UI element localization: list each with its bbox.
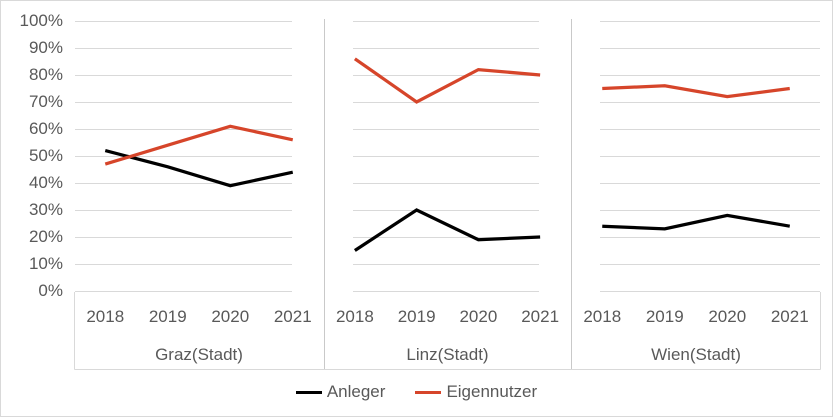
series-line-anleger <box>602 213 791 231</box>
legend-label-eigennutzer: Eigennutzer <box>446 382 538 401</box>
y-axis-tick-label: 20% <box>28 227 63 246</box>
series-line-eigennutzer <box>602 84 790 99</box>
y-axis-tick-label: 60% <box>28 119 63 138</box>
y-axis-tick-label: 30% <box>28 200 63 219</box>
eigennutzer-line-swatch-icon <box>415 390 442 394</box>
y-axis-tick-label: 90% <box>28 38 63 57</box>
y-axis-tick-label: 80% <box>28 65 63 84</box>
legend-item-anleger: Anleger <box>295 382 386 402</box>
y-axis-tick-label: 100% <box>19 11 63 30</box>
y-axis-tick-label: 0% <box>38 281 63 300</box>
series-line-anleger <box>104 149 294 188</box>
y-axis-tick-label: 50% <box>28 146 63 165</box>
anleger-line-swatch-icon <box>295 390 322 394</box>
y-axis-tick-label: 70% <box>28 92 63 111</box>
series-line-eigennutzer <box>104 124 294 166</box>
y-axis-tick-label: 40% <box>28 173 63 192</box>
legend: Anleger Eigennutzer <box>1 382 832 402</box>
y-axis: 0% 10% 20% 30% 40% 50% 60% 70% 80% 90% 100% <box>1 1 63 301</box>
legend-label-anleger: Anleger <box>326 382 386 401</box>
y-axis-tick-label: 10% <box>28 254 63 273</box>
legend-item-eigennutzer: Eigennutzer <box>415 382 537 402</box>
series-line-eigennutzer <box>353 57 541 104</box>
series-line-anleger <box>353 208 541 252</box>
